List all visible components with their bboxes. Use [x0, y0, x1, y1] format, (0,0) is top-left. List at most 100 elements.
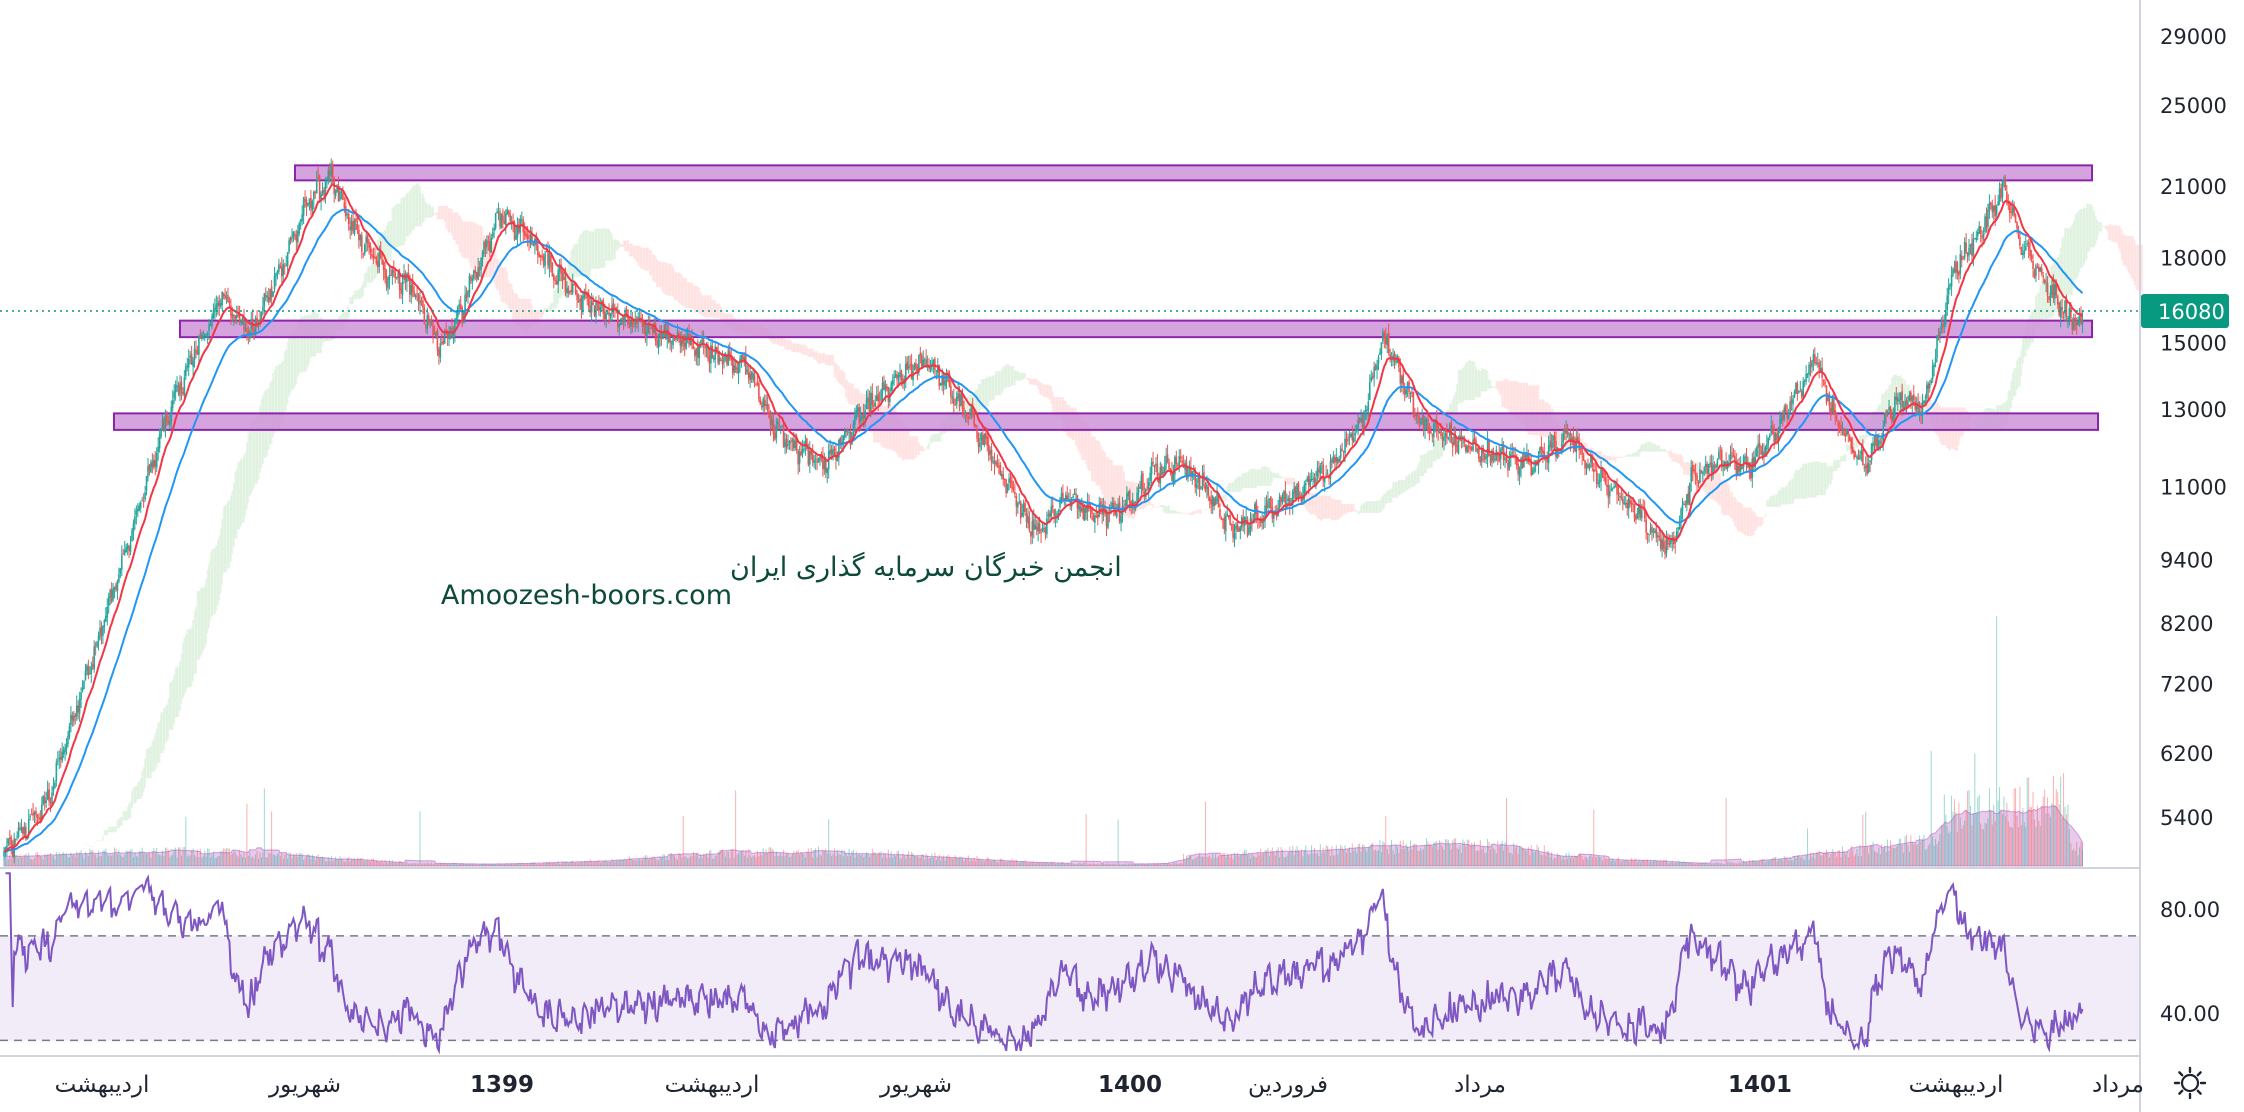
support-resistance-zone[interactable]: [294, 164, 2093, 182]
candle-body: [1078, 503, 1080, 510]
cloud-segment: [1285, 477, 1288, 485]
candle-body: [414, 295, 417, 298]
cloud-segment: [1290, 478, 1293, 485]
cloud-segment: [1504, 379, 1506, 408]
candle-body: [954, 404, 957, 406]
horizontal-zones[interactable]: [113, 164, 2099, 431]
candle-body: [541, 255, 543, 258]
cloud-segment: [478, 225, 481, 275]
candle-body: [512, 220, 514, 223]
cloud-segment: [1082, 421, 1085, 461]
candle-body: [179, 383, 181, 396]
cloud-segment: [1885, 389, 1888, 418]
candle-body: [662, 333, 664, 340]
candle-body: [1313, 477, 1316, 483]
cloud-segment: [103, 830, 106, 836]
cloud-segment: [712, 300, 715, 318]
cloud-segment: [2043, 279, 2046, 319]
candle-body: [1223, 517, 1226, 530]
cloud-segment: [1729, 491, 1732, 518]
cloud-segment: [667, 263, 670, 296]
candle-body: [349, 226, 351, 230]
cloud-segment: [1121, 465, 1124, 517]
candle-body: [680, 339, 683, 347]
candle-body: [366, 235, 369, 243]
candle-body: [1064, 494, 1067, 501]
cloud-segment: [2091, 206, 2094, 248]
candle-body: [1351, 432, 1354, 441]
cloud-segment: [1112, 465, 1115, 515]
cloud-segment: [225, 503, 228, 572]
candle-body: [1082, 506, 1085, 519]
candle-body: [1047, 514, 1050, 517]
candle-body: [369, 245, 372, 253]
candle-body: [1360, 417, 1362, 422]
cloud-segment: [1134, 482, 1137, 516]
candle-body: [1537, 455, 1540, 466]
candle-body: [1175, 456, 1178, 464]
cloud-segment: [122, 811, 125, 821]
candle-body: [782, 425, 785, 448]
support-resistance-zone[interactable]: [179, 319, 2093, 339]
cloud-segment: [1674, 453, 1677, 462]
candle-body: [352, 221, 354, 232]
cloud-segment: [1668, 451, 1671, 457]
candle-body: [698, 344, 701, 359]
candle-body: [401, 281, 404, 295]
cloud-segment: [1101, 450, 1104, 495]
cloud-segment: [496, 258, 498, 291]
candle-body: [1256, 512, 1259, 520]
cloud-segment: [480, 225, 482, 277]
cloud-segment: [1927, 397, 1930, 418]
candle-body: [273, 275, 276, 290]
candle-body: [1347, 439, 1349, 441]
cloud-segment: [1642, 444, 1645, 452]
cloud-segment: [523, 298, 526, 330]
cloud-segment: [421, 193, 424, 223]
candle-body: [393, 270, 395, 273]
candle-body: [634, 320, 637, 325]
cloud-segment: [915, 436, 917, 458]
cloud-segment: [1124, 480, 1127, 519]
candle-body: [923, 359, 926, 361]
candle-body: [1473, 438, 1476, 441]
cloud-segment: [507, 280, 510, 310]
candle-body: [948, 373, 951, 387]
cloud-segment: [913, 436, 916, 460]
candle-body: [1085, 506, 1087, 513]
cloud-segment: [577, 238, 580, 277]
candle-body: [1382, 332, 1384, 342]
candle-body: [963, 408, 965, 412]
candle-body: [154, 460, 157, 467]
candle-body: [801, 449, 804, 454]
candle-body: [887, 386, 890, 402]
cloud-segment: [491, 241, 494, 278]
cloud-segment: [246, 442, 248, 509]
cloud-segment: [1568, 437, 1570, 449]
candle-body: [215, 304, 218, 310]
cloud-segment: [1262, 466, 1265, 486]
candle-body: [1399, 367, 1402, 384]
candle-body: [1255, 502, 1258, 515]
candle-body: [1181, 460, 1183, 463]
cloud-segment: [391, 208, 394, 250]
candle-body: [1192, 470, 1195, 472]
cloud-segment: [260, 399, 263, 468]
candle-body: [388, 274, 391, 280]
cloud-segment: [416, 183, 418, 227]
cloud-segment: [200, 587, 203, 655]
cloud-segment: [1461, 367, 1464, 403]
support-resistance-zone[interactable]: [113, 412, 2099, 431]
cloud-segment: [199, 588, 202, 657]
candle-body: [848, 431, 850, 434]
candle-body: [909, 364, 911, 366]
cloud-segment: [820, 353, 823, 363]
candle-body: [190, 353, 193, 365]
cloud-segment: [221, 518, 224, 585]
cloud-segment: [212, 548, 215, 615]
candle-body: [740, 355, 743, 361]
cloud-segment: [296, 321, 299, 377]
cloud-segment: [1272, 472, 1275, 479]
candle-body: [1358, 418, 1361, 422]
